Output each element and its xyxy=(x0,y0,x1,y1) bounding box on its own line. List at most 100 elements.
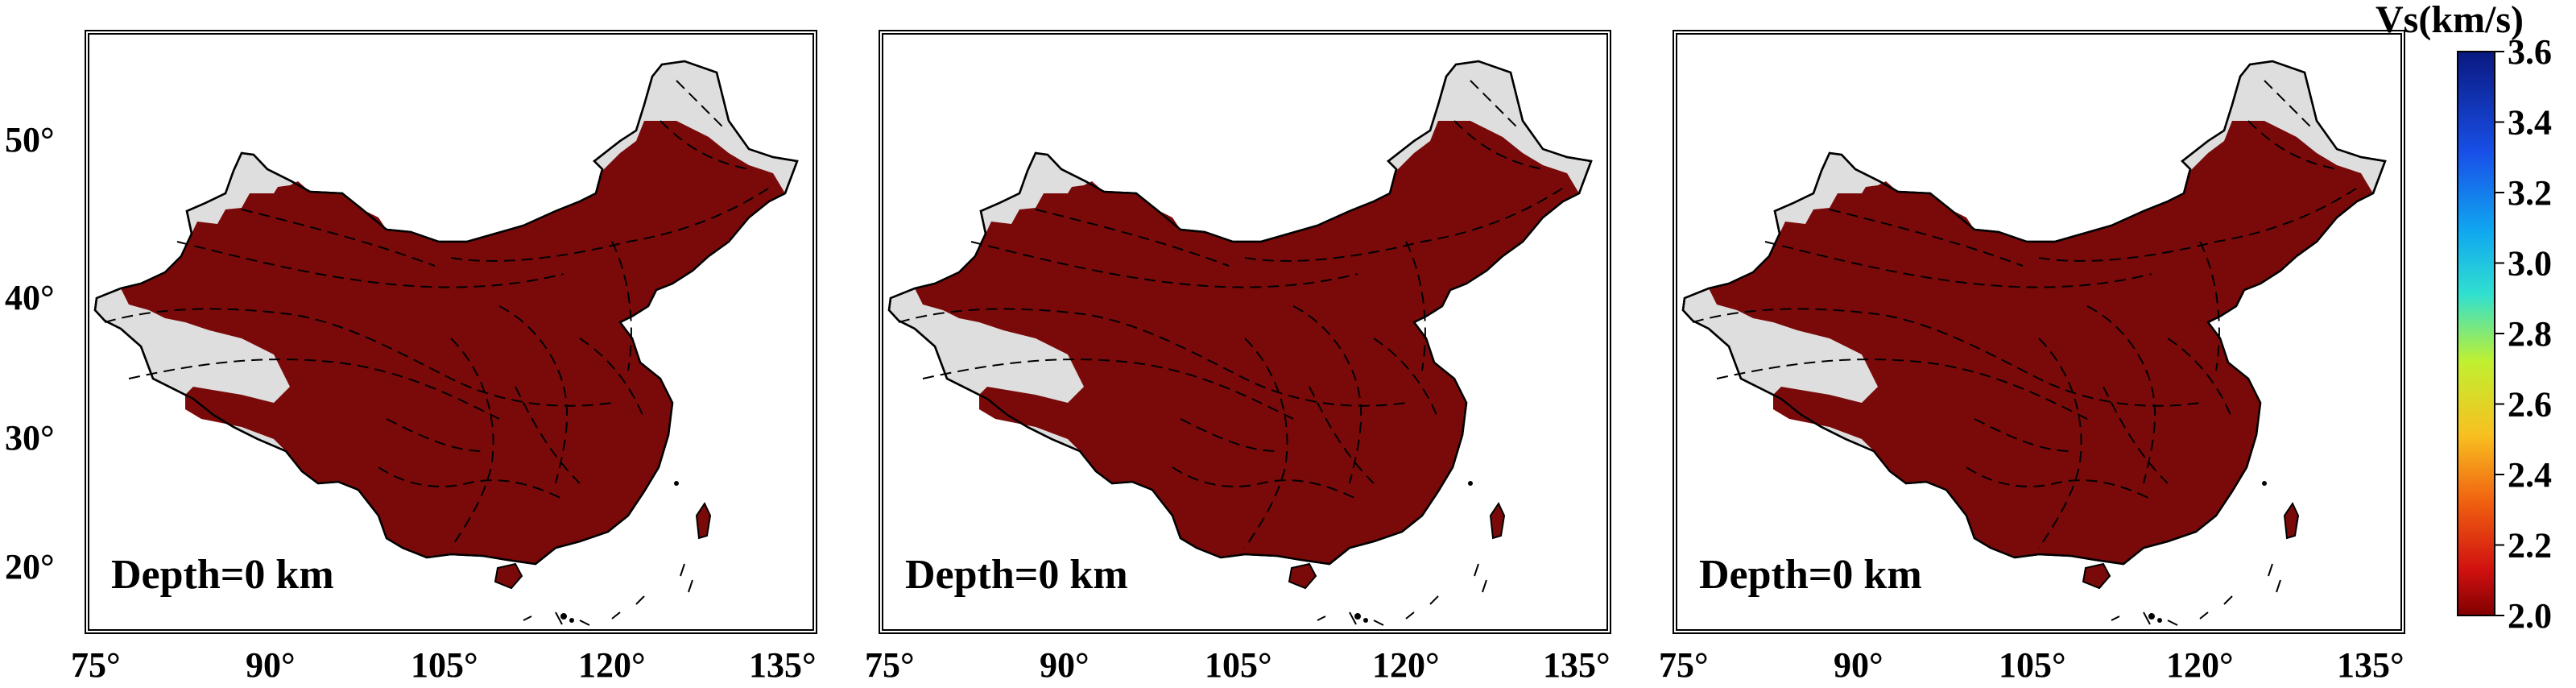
block-boundary xyxy=(1244,338,1288,549)
block-boundary xyxy=(2199,241,2220,371)
depth-label: Depth=0 km xyxy=(1699,552,1922,598)
lon-tick-label: 135° xyxy=(749,645,817,685)
block-boundary xyxy=(660,120,750,170)
lon-tick-label: 105° xyxy=(411,645,478,685)
lon-tick-label: 135° xyxy=(1543,645,1611,685)
south-sea-dashes xyxy=(2111,563,2281,626)
colorbar-title: Vs(km/s) xyxy=(2375,0,2524,41)
block-boundary xyxy=(676,80,726,130)
block-boundary xyxy=(128,359,500,420)
block-boundary xyxy=(241,209,436,267)
colorbar: Vs(km/s) 3.6 3.4 3.2 3.0 2.8 2.6 2.4 2.2 2.0 xyxy=(2375,0,2552,636)
lon-tick-label: 105° xyxy=(1999,645,2066,685)
taiwan-island xyxy=(2283,501,2300,540)
lat-tick-label: 30° xyxy=(5,418,55,458)
china-map xyxy=(1681,60,2387,626)
block-boundary xyxy=(378,466,564,500)
small-island xyxy=(560,613,567,620)
lon-tick-label: 75° xyxy=(1659,645,1709,685)
colorbar-gradient xyxy=(2457,51,2495,616)
depth-label: Depth=0 km xyxy=(905,552,1128,598)
colorbar-tick-label: 3.6 xyxy=(2508,32,2552,72)
hainan-island xyxy=(2082,562,2111,590)
colorbar-tick-label: 3.2 xyxy=(2508,173,2552,213)
block-boundary xyxy=(176,241,564,288)
lon-tick-label: 75° xyxy=(865,645,915,685)
block-boundary xyxy=(1692,308,2201,407)
velocity-region xyxy=(1709,121,2373,564)
block-boundary xyxy=(1764,241,2152,288)
border-line xyxy=(93,60,799,566)
block-boundary xyxy=(2247,120,2338,170)
colorbar-ticks: 3.6 3.4 3.2 3.0 2.8 2.6 2.4 2.2 2.0 xyxy=(2495,32,2552,636)
lat-tick-label: 20° xyxy=(5,547,55,586)
block-boundary xyxy=(1405,241,1426,371)
taiwan-island xyxy=(695,501,712,540)
map-frame-outer xyxy=(85,30,817,634)
block-boundary xyxy=(1829,209,2024,267)
block-boundary xyxy=(2167,338,2233,420)
lon-axis-panel-3: 75° 90° 105° 120° 135° xyxy=(1659,645,2404,685)
block-boundary xyxy=(515,386,581,484)
block-boundary xyxy=(1373,338,1439,420)
depth-label: Depth=0 km xyxy=(111,552,334,598)
colorbar-tick-label: 2.4 xyxy=(2508,455,2552,495)
lon-tick-label: 135° xyxy=(2337,645,2404,685)
small-island xyxy=(2262,481,2267,486)
block-boundary xyxy=(450,338,494,549)
lon-tick-label: 120° xyxy=(1372,645,1440,685)
map-panel-1: Depth=0 km xyxy=(85,30,817,634)
block-boundary xyxy=(611,241,632,371)
block-boundary xyxy=(386,418,484,452)
colorbar-tick-label: 2.6 xyxy=(2508,385,2552,425)
small-island xyxy=(1468,481,1473,486)
colorbar-tick-label: 2.8 xyxy=(2508,314,2552,354)
velocity-region xyxy=(121,121,785,564)
block-boundary xyxy=(104,308,613,407)
map-frame-outer xyxy=(879,30,1611,634)
block-boundary xyxy=(1470,80,1520,130)
block-boundary xyxy=(1180,418,1278,452)
colorbar-tick-label: 3.4 xyxy=(2508,103,2552,143)
lon-tick-label: 90° xyxy=(1040,645,1090,685)
border-line xyxy=(1681,60,2387,566)
lat-tick-label: 40° xyxy=(5,278,55,317)
small-island xyxy=(2148,613,2155,620)
block-boundary xyxy=(1453,120,1544,170)
small-island xyxy=(1363,618,1368,623)
border-line xyxy=(887,60,1593,566)
small-island xyxy=(1354,613,1361,620)
map-frame-outer xyxy=(1673,30,2405,634)
colorbar-tick-label: 2.2 xyxy=(2508,526,2552,566)
block-boundary xyxy=(922,359,1294,420)
small-island xyxy=(674,481,679,486)
china-map xyxy=(887,60,1593,626)
block-boundary xyxy=(2264,80,2313,130)
taiwan-island xyxy=(1489,501,1506,540)
lon-tick-label: 90° xyxy=(1834,645,1883,685)
block-boundary xyxy=(450,184,774,262)
block-boundary xyxy=(970,241,1358,288)
lat-axis: 50° 40° 30° 20° xyxy=(5,120,55,586)
small-island xyxy=(2157,618,2162,623)
south-sea-dashes xyxy=(1317,563,1487,626)
colorbar-tick-label: 2.0 xyxy=(2508,596,2552,636)
block-boundary xyxy=(2038,338,2082,549)
lon-tick-label: 120° xyxy=(2166,645,2234,685)
colorbar-tick-label: 3.0 xyxy=(2508,244,2552,284)
lon-tick-label: 105° xyxy=(1205,645,1272,685)
hainan-island xyxy=(494,562,523,590)
hainan-island xyxy=(1288,562,1317,590)
lon-tick-label: 120° xyxy=(578,645,646,685)
china-map xyxy=(93,60,799,626)
map-panel-3: Depth=0 km xyxy=(1673,30,2405,634)
block-boundary xyxy=(1244,184,1568,262)
block-boundary xyxy=(1035,209,1230,267)
lon-axis-panel-1: 75° 90° 105° 120° 135° xyxy=(71,645,817,685)
block-boundary xyxy=(579,338,645,420)
block-boundary xyxy=(898,308,1407,407)
block-boundary xyxy=(1309,386,1375,484)
south-sea-dashes xyxy=(523,563,693,626)
block-boundary xyxy=(1716,359,2088,420)
